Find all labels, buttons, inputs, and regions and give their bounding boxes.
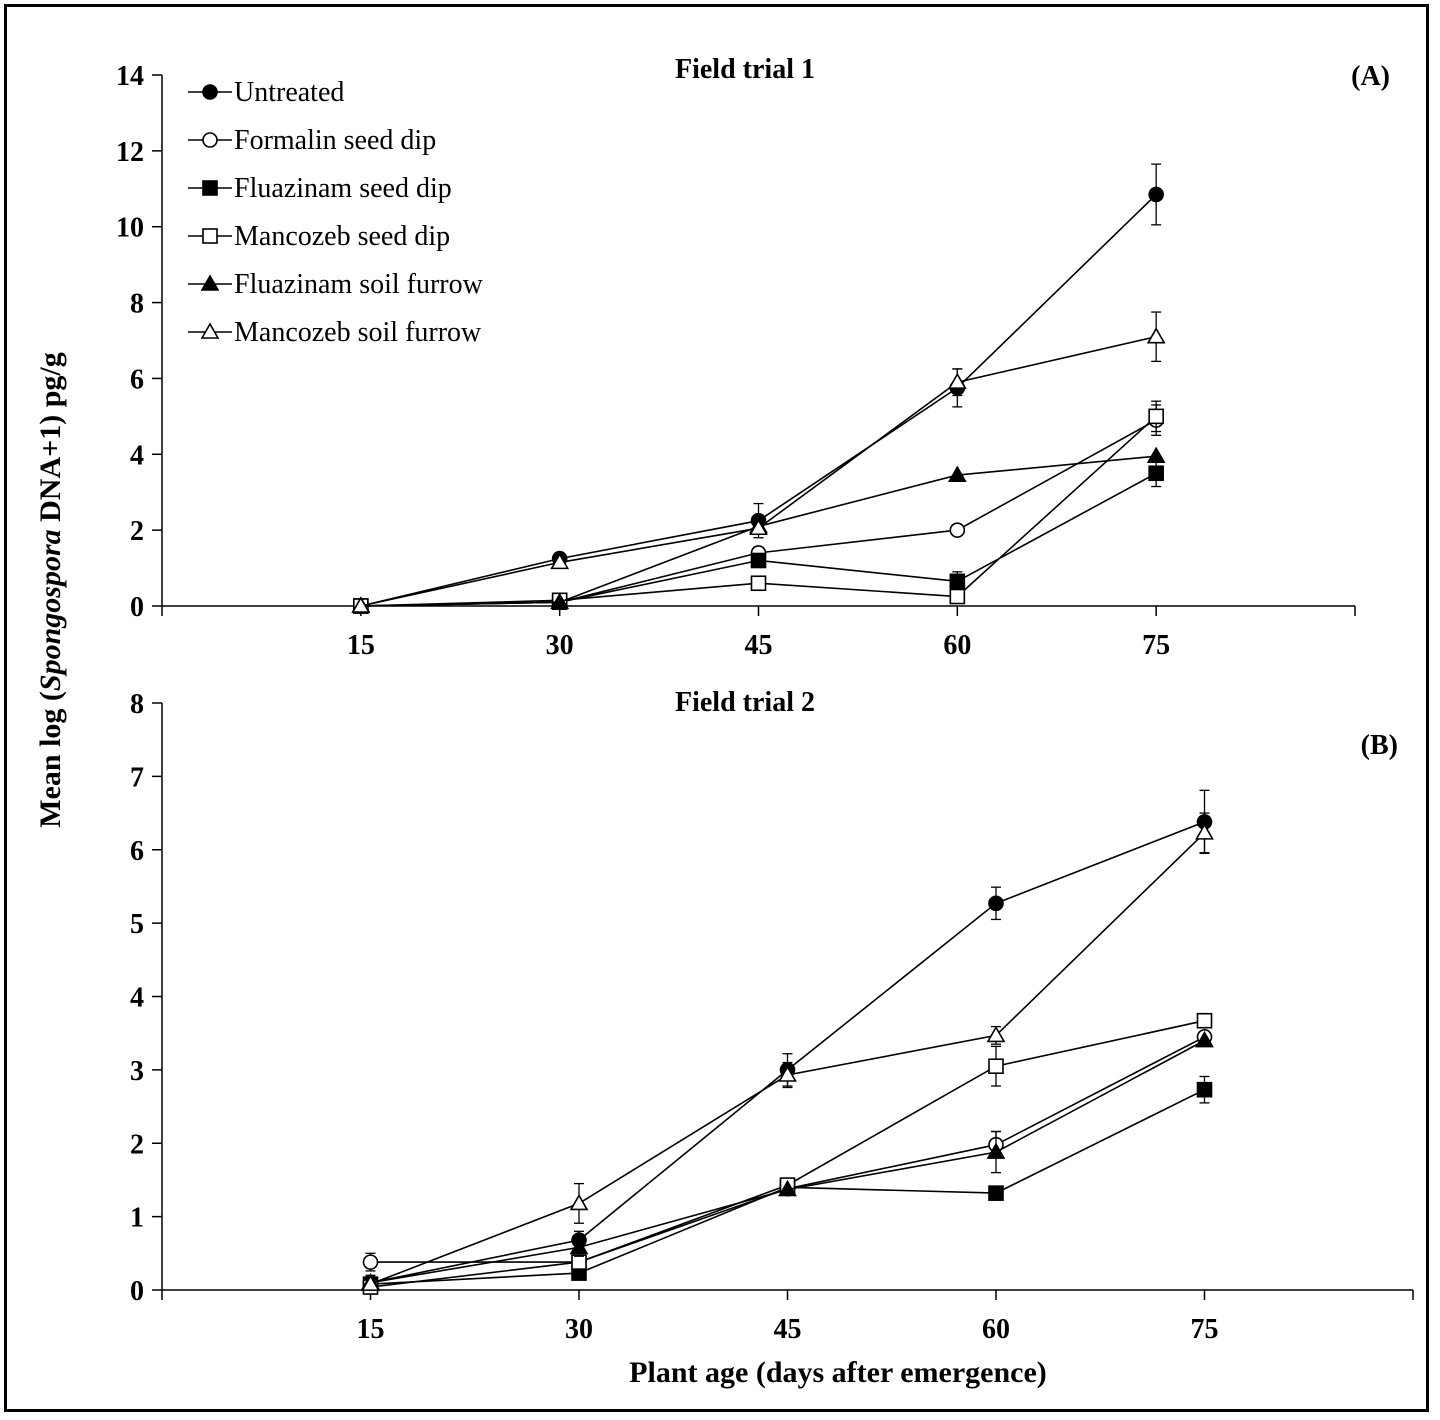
panel-b-label: (B) [1361,730,1398,761]
figure-frame [4,4,1429,1412]
panel-b-series-formalin-seed-dip-point [362,1254,379,1270]
panel-a-x-tick-label: 60 [943,630,971,661]
panel-a-x-tick-label: 30 [546,630,574,661]
panel-b-series-untreated-point [988,895,1004,912]
panel-a-series-mancozeb-soil-furrow-point [749,518,768,536]
legend-label-fluazinam-seed-dip: Fluazinam seed dip [234,173,452,204]
panel-a-y-tick-label: 6 [130,364,144,395]
panel-b-title: Field trial 2 [675,687,815,718]
legend-label-mancozeb-soil-furrow: Mancozeb soil furrow [234,317,482,348]
panel-a-x-tick-label: 75 [1142,630,1170,661]
panel-b-series-fluazinam-seed-dip-point [1196,1081,1213,1098]
legend-marker-mancozeb-soil-furrow [200,322,220,339]
legend-marker-mancozeb-seed-dip [202,228,218,244]
panel-a-series-mancozeb-seed-dip-point [1148,408,1164,425]
panel-b-series-fluazinam-soil-furrow-point [1195,1030,1214,1048]
panel-a-y-tick-label: 14 [116,61,144,92]
legend-item-untreated: Untreated [188,77,344,108]
panel-a-series-mancozeb-soil-furrow-point [1146,327,1166,344]
legend-item-formalin-seed-dip: Formalin seed dip [188,125,436,156]
panel-a-y-tick-label: 12 [116,137,144,168]
panel-a-series-mancozeb-soil-furrow-point [550,552,570,570]
legend-label-untreated: Untreated [234,77,344,108]
panel-b-y-tick-label: 1 [130,1203,144,1234]
panel-a-y-tick-label: 0 [130,592,144,623]
legend-marker-formalin-seed-dip [202,132,218,148]
panel-b-series-fluazinam-soil-furrow-point [778,1179,797,1197]
panel-b-y-tick-label: 3 [130,1056,144,1087]
panel-a-y-tick-label: 10 [116,213,144,244]
panel-b-y-tick-label: 5 [130,909,144,940]
panel-b-series-mancozeb-soil-furrow-point [1195,823,1214,840]
panel-b-series-fluazinam-soil-furrow-point [569,1237,589,1255]
panel-b-x-tick-label: 30 [565,1314,593,1345]
panel-b-series-mancozeb-seed-dip-point [1196,1012,1213,1029]
panel-a-series-fluazinam-seed-dip-point [1148,465,1164,482]
panel-a-series-mancozeb-soil-furrow-point [947,372,967,390]
y-axis-label-suffix: DNA+1) pg/g [34,352,67,529]
panel-b-series-mancozeb-seed-dip-point [988,1058,1004,1075]
panel-b-y-tick-label: 0 [130,1276,144,1307]
panel-b-y-tick-label: 6 [130,836,144,867]
legend-label-formalin-seed-dip: Formalin seed dip [234,125,436,156]
legend-marker-untreated [202,84,218,100]
legend-marker-fluazinam-soil-furrow [200,274,220,291]
panel-a-y-tick-label: 4 [130,440,144,471]
panel-b-series-mancozeb-seed-dip-point [571,1254,587,1270]
legend-label-fluazinam-soil-furrow: Fluazinam soil furrow [234,269,484,300]
panel-a-series-mancozeb-soil-furrow-point [351,596,371,613]
panel-a-y-tick-label: 2 [130,516,144,547]
panel-b-series-mancozeb-soil-furrow-point [986,1025,1006,1043]
y-axis-label-italic: Spongospora [34,529,67,691]
panel-a-label: (A) [1351,61,1390,92]
legend: Untreated Formalin seed dip Fluazinam seed… [188,77,484,348]
panel-a-series-mancozeb-seed-dip-point [949,588,966,605]
legend-item-fluazinam-seed-dip: Fluazinam seed dip [188,173,452,204]
panel-a-series-fluazinam-soil-furrow-point [550,592,570,610]
panel-a-series-fluazinam-seed-dip-point [750,552,767,569]
panel-b-y-tick-label: 4 [130,983,144,1014]
panel-b-series-mancozeb-soil-furrow-point [778,1065,797,1082]
panel-b-series-untreated-line [370,821,1205,1284]
panel-b-series-fluazinam-seed-dip-point [988,1185,1004,1201]
panel-a-series-fluazinam-soil-furrow-point [1146,446,1166,463]
panel-b-x-tick-label: 45 [774,1314,802,1345]
panel-a-series-fluazinam-seed-dip-point [949,573,966,590]
panel-a-x-tick-label: 15 [347,630,375,661]
panel-a-y-tick-label: 8 [130,289,144,320]
panel-a-series-fluazinam-soil-furrow-point [947,465,967,482]
panel-a-series-mancozeb-seed-dip-point [750,575,767,592]
panel-b-x-tick-label: 60 [982,1314,1010,1345]
legend-marker-fluazinam-seed-dip [202,180,218,196]
panel-a-x-tick-label: 45 [745,630,773,661]
panel-b-x-tick-label: 15 [357,1314,385,1345]
panel-a: 15 30 45 60 75 0 2 4 6 8 10 12 14 Field trial 1 (A) [116,54,1390,661]
panel-b-series-mancozeb-soil-furrow-point [361,1274,380,1291]
panel-b-y-tick-label: 8 [130,689,144,720]
legend-item-fluazinam-soil-furrow: Fluazinam soil furrow [188,269,484,300]
panel-b-series-mancozeb-soil-furrow-point [569,1193,589,1211]
legend-item-mancozeb-seed-dip: Mancozeb seed dip [188,221,450,252]
panel-b-x-tick-label: 75 [1191,1314,1219,1345]
panel-b-y-tick-label: 7 [130,762,144,793]
panel-b-series-fluazinam-soil-furrow-point [986,1142,1006,1159]
x-axis-label: Plant age (days after emergence) [629,1356,1047,1389]
panel-a-series-untreated-line [360,193,1157,607]
legend-label-mancozeb-seed-dip: Mancozeb seed dip [234,221,450,252]
legend-item-mancozeb-soil-furrow: Mancozeb soil furrow [188,317,482,348]
panel-a-series-formalin-seed-dip-point [949,522,966,538]
y-axis-label: Mean log (Spongospora DNA+1) pg/g [34,352,67,827]
panel-a-title: Field trial 1 [675,54,815,85]
y-axis-label-prefix: Mean log ( [34,691,67,828]
panel-a-series-untreated-point [1148,186,1164,203]
panel-b-y-tick-label: 2 [130,1129,144,1160]
